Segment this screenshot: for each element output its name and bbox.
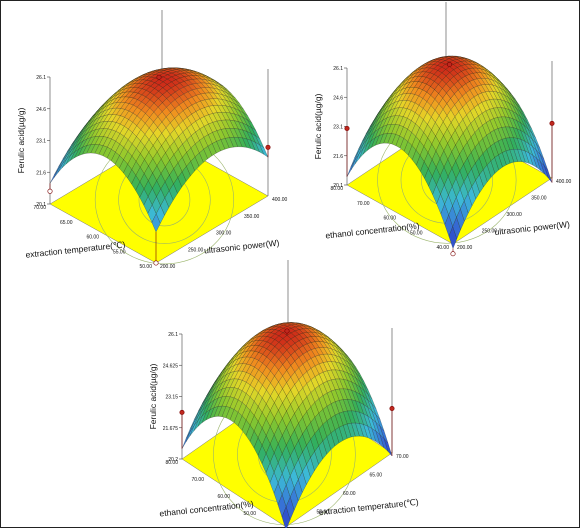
- z-tick-label: 20.1: [333, 183, 343, 189]
- z-tick-label: 21.675: [163, 426, 179, 432]
- surface-plot-ethanol-power: 20.1 21.6 23.1 24.6 26.1 40.00 50.00 60.00 70.00…: [293, 1, 580, 263]
- x-tick-label: 80.00: [330, 186, 343, 192]
- design-point: [389, 406, 395, 412]
- z-tick-label: 26.1: [36, 75, 46, 81]
- y-axis-label: ultrasonic power(W): [204, 238, 280, 256]
- y-tick-label: 200.00: [457, 245, 473, 251]
- design-point: [265, 144, 271, 150]
- y-axis-label: extraction temperature(℃): [318, 497, 419, 517]
- y-tick-label: 400.00: [556, 179, 572, 185]
- z-tick-label: 23.15: [165, 395, 178, 401]
- z-axis-label: Ferulic acid(µg/g): [148, 363, 158, 429]
- x-tick-label: 70.00: [33, 205, 46, 211]
- z-tick-label: 21.6: [333, 154, 343, 160]
- x-tick-label: 50.00: [410, 230, 423, 236]
- x-tick-label: 70.00: [357, 201, 370, 207]
- y-tick-label: 250.00: [188, 247, 204, 253]
- x-tick-label: 40.00: [436, 245, 449, 251]
- z-tick-label: 21.6: [36, 170, 46, 176]
- y-tick-label: 250.00: [482, 229, 498, 235]
- x-tick-label: 50.00: [243, 511, 256, 517]
- surface-svg: 20.1 21.6 23.1 24.6 26.1 40.00 50.00 60.00 70.00…: [313, 2, 572, 257]
- x-tick-label: 60.00: [383, 216, 396, 222]
- y-axis-label: ultrasonic power(W): [494, 219, 570, 237]
- z-tick-label: 20.2: [168, 457, 178, 463]
- surface-svg: 20.1 21.6 23.1 24.6 26.1 50.00 55.00 60.00 65.00…: [16, 10, 288, 270]
- x-tick-label: 80.00: [165, 460, 178, 466]
- y-tick-label: 200.00: [160, 264, 176, 270]
- surface-patch: [185, 425, 195, 442]
- y-tick-label: 65.00: [370, 473, 383, 479]
- z-tick-label: 26.1: [333, 66, 343, 72]
- y-tick-label: 350.00: [244, 214, 260, 220]
- y-tick-label: 300.00: [216, 231, 232, 237]
- design-point: [47, 188, 53, 194]
- z-tick-label: 24.6: [333, 95, 343, 101]
- surface-patch: [281, 506, 291, 528]
- response-surface: [181, 322, 393, 528]
- design-point: [447, 61, 453, 67]
- design-point: [549, 120, 555, 126]
- x-tick-label: 60.00: [217, 494, 230, 500]
- surface-patch: [49, 168, 59, 184]
- surface-patch: [151, 213, 161, 233]
- response-surface: [346, 55, 553, 250]
- surface-patch: [346, 160, 356, 177]
- z-tick-label: 20.1: [36, 202, 46, 208]
- z-axis-label: Ferulic acid(µg/g): [313, 93, 323, 159]
- y-tick-label: 350.00: [531, 196, 547, 202]
- z-tick-label: 26.1: [168, 332, 178, 338]
- x-tick-label: 60.00: [86, 235, 99, 241]
- x-tick-label: 65.00: [60, 220, 73, 226]
- y-tick-label: 55.00: [317, 510, 330, 516]
- x-tick-label: 55.00: [113, 249, 126, 255]
- x-axis-label: extraction temperature(℃): [25, 239, 126, 259]
- x-tick-label: 70.00: [191, 477, 204, 483]
- design-point: [156, 74, 162, 80]
- x-tick-label: 50.00: [139, 264, 152, 270]
- surface-patch: [53, 163, 63, 178]
- y-tick-label: 300.00: [507, 212, 523, 218]
- response-surface: [49, 67, 269, 233]
- z-tick-label: 24.625: [163, 363, 179, 369]
- x-axis-label: ethanol concentration(%): [159, 499, 254, 519]
- z-tick-label: 23.1: [36, 139, 46, 145]
- design-point: [344, 125, 350, 131]
- y-tick-label: 60.00: [343, 491, 356, 497]
- z-tick-label: 24.6: [36, 107, 46, 113]
- design-point: [153, 260, 159, 266]
- y-tick-label: 70.00: [396, 454, 409, 460]
- design-point: [179, 409, 185, 415]
- surface-plot-ethanol-temperature: 20.221.67523.1524.62526.140.0050.0060.00…: [146, 260, 436, 528]
- design-point: [450, 251, 456, 257]
- surface-patch: [448, 226, 457, 250]
- z-axis-label: Ferulic acid(µg/g): [16, 107, 26, 173]
- surface-plot-temperature-power: 20.1 21.6 23.1 24.6 26.1 50.00 55.00 60.00 65.00…: [1, 1, 291, 270]
- surface-svg: 20.221.67523.1524.62526.140.0050.0060.00…: [148, 260, 419, 528]
- design-point: [284, 328, 290, 334]
- x-axis-label: ethanol concentration(%): [325, 221, 420, 241]
- surface-patch: [181, 431, 191, 449]
- z-tick-label: 23.1: [333, 125, 343, 131]
- y-tick-label: 400.00: [272, 197, 288, 203]
